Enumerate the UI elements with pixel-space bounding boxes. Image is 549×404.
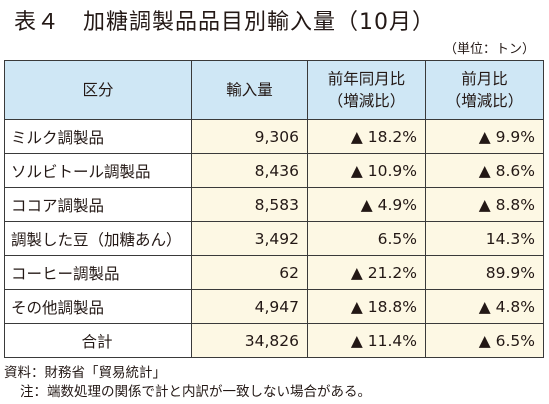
- header-mom: 前月比 （増減比）: [425, 60, 544, 120]
- row-category: 調製した豆（加糖あん）: [4, 221, 192, 256]
- header-category: 区分: [4, 60, 192, 120]
- row-mom: ▲ 8.6%: [425, 153, 544, 188]
- row-yoy: ▲ 4.9%: [307, 187, 426, 222]
- row-volume: 8,436: [191, 153, 308, 188]
- total-volume: 34,826: [191, 323, 308, 358]
- table-row: その他調製品 4,947 ▲ 18.8% ▲ 4.8%: [4, 289, 544, 324]
- row-yoy: ▲ 18.2%: [307, 119, 426, 154]
- row-category: ソルビトール調製品: [4, 153, 192, 188]
- import-volume-table: 区分 輸入量 前年同月比 （増減比） 前月比 （増減比） ミルク調製品 9,30…: [4, 60, 544, 358]
- row-yoy: ▲ 21.2%: [307, 255, 426, 290]
- table-total-row: 合計 34,826 ▲ 11.4% ▲ 6.5%: [4, 323, 544, 358]
- page-title: 表４ 加糖調製品品目別輸入量（10月）: [14, 10, 435, 35]
- total-mom: ▲ 6.5%: [425, 323, 544, 358]
- rounding-note: 注：端数処理の関係で計と内訳が一致しない場合がある。: [20, 384, 371, 400]
- row-volume: 62: [191, 255, 308, 290]
- row-mom: 14.3%: [425, 221, 544, 256]
- table-row: ココア調製品 8,583 ▲ 4.9% ▲ 8.8%: [4, 187, 544, 222]
- row-mom: ▲ 9.9%: [425, 119, 544, 154]
- table-row: コーヒー調製品 62 ▲ 21.2% 89.9%: [4, 255, 544, 290]
- table-row: ソルビトール調製品 8,436 ▲ 10.9% ▲ 8.6%: [4, 153, 544, 188]
- header-volume: 輸入量: [191, 60, 308, 120]
- row-category: コーヒー調製品: [4, 255, 192, 290]
- row-volume: 8,583: [191, 187, 308, 222]
- row-mom: 89.9%: [425, 255, 544, 290]
- total-category: 合計: [4, 323, 192, 358]
- row-category: その他調製品: [4, 289, 192, 324]
- total-yoy: ▲ 11.4%: [307, 323, 426, 358]
- row-mom: ▲ 8.8%: [425, 187, 544, 222]
- table-header-row: 区分 輸入量 前年同月比 （増減比） 前月比 （増減比）: [4, 60, 544, 120]
- row-category: ココア調製品: [4, 187, 192, 222]
- row-category: ミルク調製品: [4, 119, 192, 154]
- row-volume: 9,306: [191, 119, 308, 154]
- row-volume: 4,947: [191, 289, 308, 324]
- unit-label: （単位：トン）: [443, 42, 535, 57]
- row-yoy: ▲ 10.9%: [307, 153, 426, 188]
- table-row: ミルク調製品 9,306 ▲ 18.2% ▲ 9.9%: [4, 119, 544, 154]
- table-row: 調製した豆（加糖あん） 3,492 6.5% 14.3%: [4, 221, 544, 256]
- row-volume: 3,492: [191, 221, 308, 256]
- footer-notes: 資料：財務省「貿易統計」 注：端数処理の関係で計と内訳が一致しない場合がある。: [4, 364, 371, 402]
- row-yoy: 6.5%: [307, 221, 426, 256]
- row-yoy: ▲ 18.8%: [307, 289, 426, 324]
- header-yoy: 前年同月比 （増減比）: [307, 60, 426, 120]
- source-note: 資料：財務省「貿易統計」: [4, 365, 166, 381]
- row-mom: ▲ 4.8%: [425, 289, 544, 324]
